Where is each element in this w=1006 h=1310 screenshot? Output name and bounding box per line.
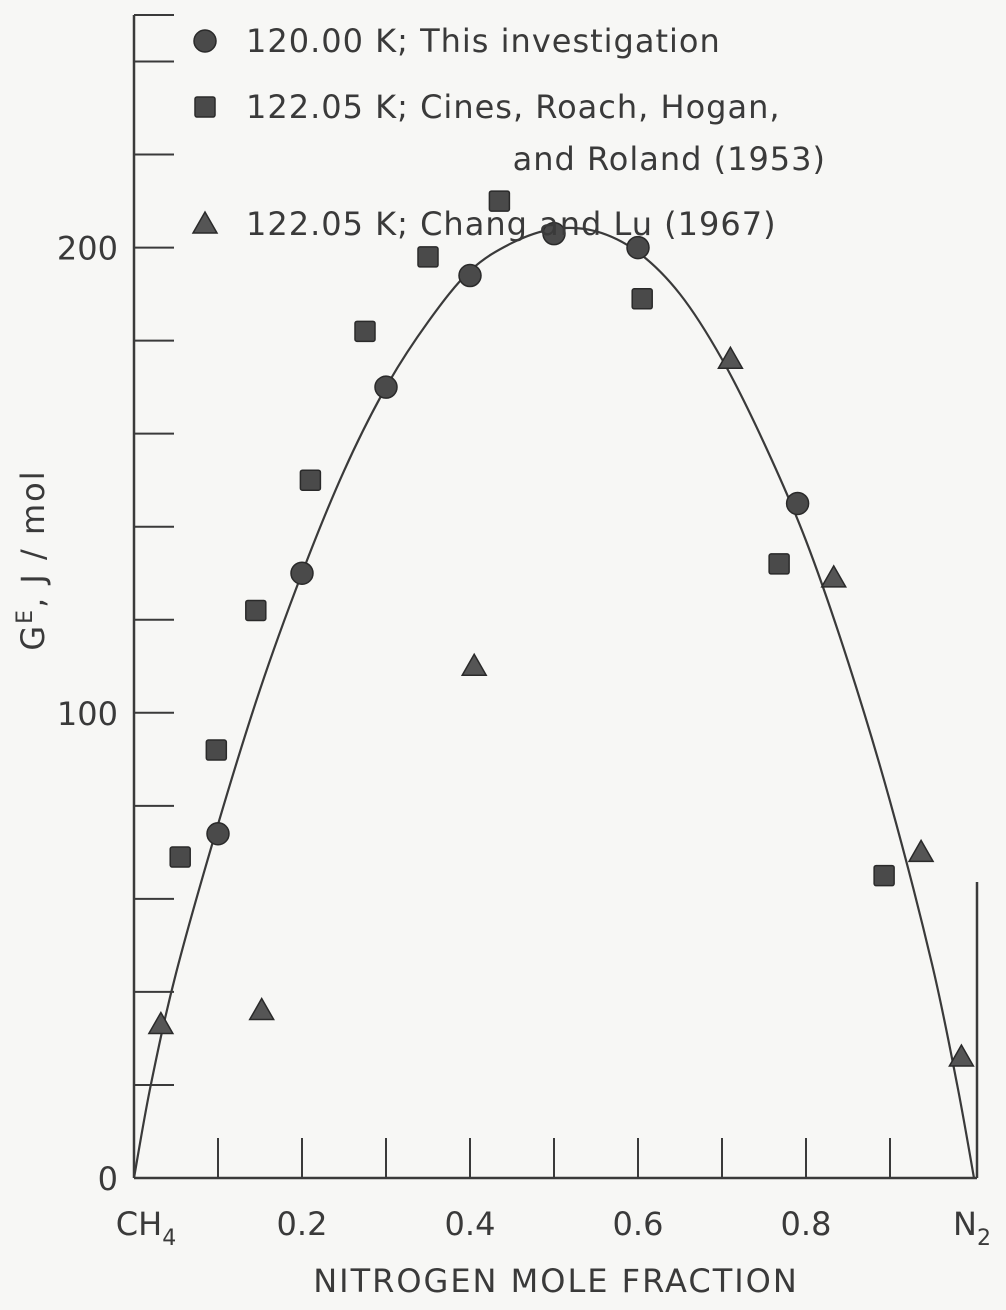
legend-marker-circle (193, 29, 217, 53)
axes: 0 100 200 CH4 0.2 0.4 0.6 0.8 N2 (57, 14, 991, 1251)
data-point-square (299, 469, 322, 491)
data-point-triangle (907, 838, 935, 863)
legend-marker-triangle (191, 210, 219, 234)
data-point-triangle (948, 1043, 975, 1067)
data-point-triangle (147, 1010, 175, 1035)
y-tick-label: 0 (98, 1160, 118, 1198)
data-point-square (768, 553, 790, 575)
y-tick-label: 200 (57, 230, 118, 268)
x-tick-label: N2 (953, 1205, 991, 1251)
axis-titles: NITROGEN MOLE FRACTION GE, J / mol (13, 469, 799, 1300)
x-tick-label: 0.6 (613, 1205, 664, 1243)
legend-label: 122.05 K; Chang and Lu (1967) (246, 205, 777, 243)
data-point-square (631, 288, 653, 310)
data-point-circle (374, 375, 398, 399)
legend-label: 120.00 K; This investigation (246, 22, 721, 60)
data-point-square (354, 320, 376, 343)
fit-curve-line (132, 226, 976, 1179)
legend: 120.00 K; This investigation 122.05 K; Ci… (191, 22, 826, 243)
data-point-triangle (717, 345, 744, 369)
x-tick-label: 0.2 (277, 1205, 328, 1243)
x-tick-label: 0.4 (445, 1205, 496, 1243)
data-point-triangle (460, 652, 488, 677)
data-point-circle (206, 822, 230, 846)
x-tick-label: CH4 (116, 1205, 176, 1251)
legend-marker-square (194, 96, 216, 118)
data-point-circle (458, 263, 482, 288)
data-point-square (488, 190, 511, 212)
x-tick-label: 0.8 (781, 1205, 832, 1243)
data-point-triangle (820, 564, 848, 588)
data-point-square (169, 846, 191, 868)
data-point-square (245, 599, 267, 622)
legend-label: and Roland (1953) (513, 140, 826, 178)
data-point-square (417, 246, 439, 268)
data-point-circle (542, 221, 566, 246)
x-axis-title: NITROGEN MOLE FRACTION (313, 1262, 799, 1300)
data-points-layer (147, 190, 975, 1067)
y-axis-title: GE, J / mol (13, 469, 52, 650)
y-tick-label: 100 (57, 695, 118, 733)
fit-curve-layer (132, 226, 976, 1179)
data-point-square (205, 739, 228, 761)
data-point-square (873, 864, 895, 887)
data-point-circle (290, 561, 314, 585)
data-point-circle (785, 491, 810, 516)
data-point-triangle (248, 997, 275, 1021)
legend-label: 122.05 K; Cines, Roach, Hogan, (246, 88, 781, 126)
data-point-circle (626, 235, 650, 260)
